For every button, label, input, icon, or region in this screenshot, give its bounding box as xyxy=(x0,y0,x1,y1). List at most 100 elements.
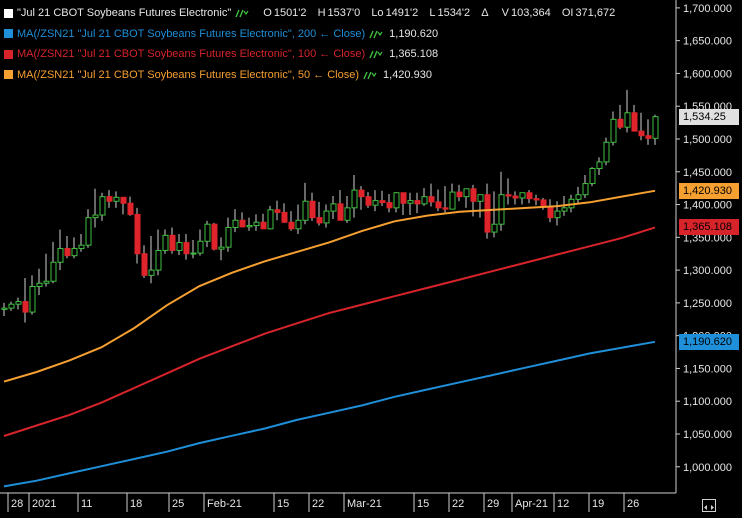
candle[interactable] xyxy=(547,199,554,223)
study-settings-icon[interactable] xyxy=(363,70,377,80)
candle[interactable] xyxy=(197,229,204,256)
candle[interactable] xyxy=(127,196,134,216)
price-axis[interactable]: 1,000.0001,050.0001,100.0001,150.0001,20… xyxy=(675,0,732,493)
study-settings-icon[interactable] xyxy=(235,8,249,18)
candle[interactable] xyxy=(162,229,169,254)
candle[interactable] xyxy=(43,253,50,287)
candle[interactable] xyxy=(365,192,372,208)
candle[interactable] xyxy=(57,229,64,271)
candle[interactable] xyxy=(435,189,442,212)
candle[interactable] xyxy=(190,239,197,259)
candle[interactable] xyxy=(393,192,400,213)
candle[interactable] xyxy=(631,104,638,132)
candle[interactable] xyxy=(148,236,155,284)
candle[interactable] xyxy=(645,119,652,145)
time-axis[interactable]: 28 2021 11 18 25 Feb-21 15 22 Mar-21 15 22 29 Apr-21… xyxy=(0,492,676,512)
candle[interactable] xyxy=(50,241,57,284)
candle[interactable] xyxy=(337,190,344,221)
candle[interactable] xyxy=(113,191,120,208)
candle[interactable] xyxy=(295,204,302,235)
candle[interactable] xyxy=(351,175,358,218)
study-settings-icon[interactable] xyxy=(369,29,383,39)
candle[interactable] xyxy=(8,301,15,311)
candle[interactable] xyxy=(176,234,183,256)
candle[interactable] xyxy=(463,188,470,208)
candle[interactable] xyxy=(246,217,253,231)
candle[interactable] xyxy=(449,183,456,210)
candle[interactable] xyxy=(232,209,239,233)
candle[interactable] xyxy=(526,190,533,204)
candle[interactable] xyxy=(505,178,512,205)
candle[interactable] xyxy=(540,197,547,210)
candle[interactable] xyxy=(477,194,484,218)
candle[interactable] xyxy=(414,192,421,214)
candle[interactable] xyxy=(106,190,113,208)
candle[interactable] xyxy=(211,222,218,251)
candle[interactable] xyxy=(288,211,295,231)
candle[interactable] xyxy=(141,245,148,278)
candle[interactable] xyxy=(603,137,610,166)
legend-row-ma200[interactable]: MA(/ZSN21 "Jul 21 CBOT Soybeans Futures … xyxy=(4,24,623,45)
candle[interactable] xyxy=(330,196,337,219)
candle[interactable] xyxy=(239,212,246,228)
candle[interactable] xyxy=(428,183,435,207)
candle[interactable] xyxy=(218,237,225,261)
candle[interactable] xyxy=(589,167,596,187)
candle[interactable] xyxy=(596,157,603,176)
candle[interactable] xyxy=(498,171,505,231)
candle[interactable] xyxy=(71,237,78,259)
candle[interactable] xyxy=(358,186,365,210)
candle[interactable] xyxy=(225,217,232,252)
candle[interactable] xyxy=(442,186,449,213)
candle[interactable] xyxy=(512,191,519,205)
candle[interactable] xyxy=(386,194,393,213)
candle[interactable] xyxy=(274,200,281,221)
candle[interactable] xyxy=(78,234,85,252)
candle[interactable] xyxy=(316,201,323,226)
candle[interactable] xyxy=(85,209,92,248)
candle[interactable] xyxy=(302,182,309,225)
candle[interactable] xyxy=(491,191,498,238)
candle[interactable] xyxy=(134,207,141,264)
candle[interactable] xyxy=(267,205,274,230)
candle[interactable] xyxy=(281,203,288,223)
candle[interactable] xyxy=(638,112,645,141)
candle[interactable] xyxy=(155,229,162,276)
candle[interactable] xyxy=(15,297,22,310)
candle[interactable] xyxy=(575,186,582,204)
candle[interactable] xyxy=(1,302,8,316)
candle[interactable] xyxy=(92,188,99,228)
candle[interactable] xyxy=(64,236,71,259)
legend-row-ma100[interactable]: MA(/ZSN21 "Jul 21 CBOT Soybeans Futures … xyxy=(4,44,623,65)
candle[interactable] xyxy=(652,114,659,145)
candle[interactable] xyxy=(169,227,176,254)
candle[interactable] xyxy=(379,190,386,206)
candle[interactable] xyxy=(533,194,540,206)
candle[interactable] xyxy=(400,192,407,216)
candle[interactable] xyxy=(421,188,428,206)
legend-row-ma50[interactable]: MA(/ZSN21 "Jul 21 CBOT Soybeans Futures … xyxy=(4,65,623,86)
candle[interactable] xyxy=(624,89,631,133)
candle[interactable] xyxy=(344,196,351,223)
candle[interactable] xyxy=(456,184,463,202)
candle[interactable] xyxy=(29,275,36,315)
legend-row-symbol[interactable]: "Jul 21 CBOT Soybeans Futures Electronic… xyxy=(4,3,623,24)
candle[interactable] xyxy=(120,196,127,215)
candle[interactable] xyxy=(372,190,379,212)
study-settings-icon[interactable] xyxy=(369,49,383,59)
candle[interactable] xyxy=(99,192,106,221)
candle[interactable] xyxy=(617,104,624,130)
candle[interactable] xyxy=(260,213,267,230)
candle[interactable] xyxy=(183,234,190,260)
candle[interactable] xyxy=(253,214,260,231)
candle[interactable] xyxy=(610,111,617,146)
candle[interactable] xyxy=(407,192,414,216)
candle[interactable] xyxy=(204,220,211,248)
candle[interactable] xyxy=(309,192,316,221)
time-axis-scroll-button[interactable] xyxy=(702,499,716,512)
candle[interactable] xyxy=(22,277,29,323)
candle[interactable] xyxy=(582,175,589,198)
candle[interactable] xyxy=(323,204,330,228)
candle[interactable] xyxy=(519,192,526,205)
